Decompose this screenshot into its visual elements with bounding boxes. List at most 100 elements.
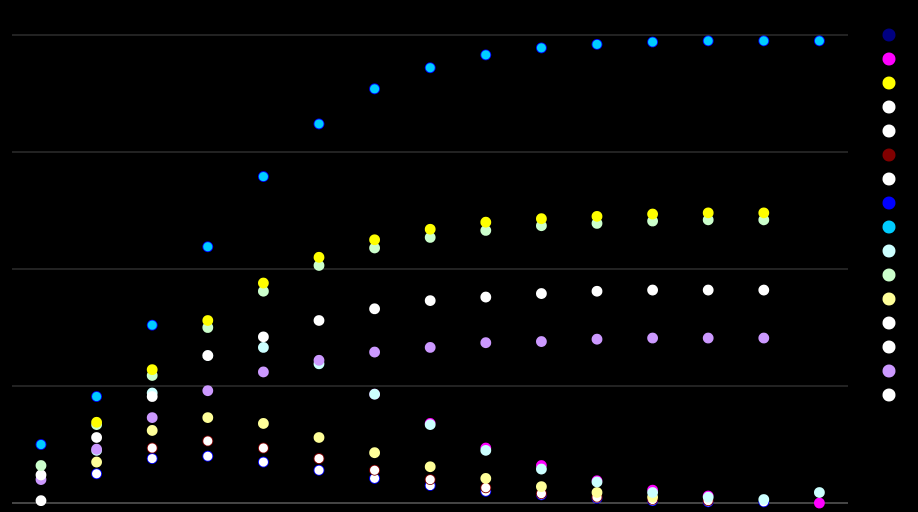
- data-point: [702, 284, 714, 296]
- data-point: [313, 354, 325, 366]
- data-point: [369, 388, 381, 400]
- data-point: [424, 461, 436, 473]
- data-point: [202, 412, 214, 423]
- data-point: [814, 487, 825, 498]
- data-point: [647, 332, 658, 344]
- data-point: [591, 38, 603, 50]
- data-point: [424, 419, 436, 431]
- legend-marker[interactable]: [882, 76, 896, 90]
- data-point: [424, 223, 436, 235]
- data-point: [702, 491, 714, 503]
- data-point: [702, 332, 714, 344]
- data-point: [369, 346, 381, 358]
- data-point: [35, 469, 47, 481]
- data-point: [257, 418, 269, 429]
- legend-marker[interactable]: [882, 52, 896, 66]
- legend-marker[interactable]: [882, 28, 896, 42]
- data-point: [480, 473, 492, 484]
- data-point: [257, 442, 269, 454]
- data-point: [35, 439, 47, 450]
- data-point: [647, 208, 658, 220]
- data-point: [814, 35, 825, 47]
- data-point: [313, 432, 325, 443]
- data-point: [758, 494, 770, 505]
- data-point: [146, 391, 158, 402]
- data-point: [146, 364, 158, 376]
- data-point: [146, 453, 158, 464]
- data-point: [647, 487, 658, 498]
- data-point: [758, 284, 770, 296]
- data-point: [480, 444, 492, 456]
- data-point: [202, 241, 214, 253]
- legend-marker[interactable]: [882, 172, 896, 186]
- data-point: [647, 284, 658, 296]
- data-point: [591, 285, 603, 297]
- data-point: [91, 432, 102, 443]
- data-point: [424, 474, 436, 486]
- legend-marker[interactable]: [882, 388, 896, 402]
- data-point: [202, 435, 214, 447]
- data-point: [424, 295, 436, 306]
- legend-marker[interactable]: [882, 316, 896, 330]
- legend-marker[interactable]: [882, 220, 896, 234]
- data-point: [91, 443, 102, 455]
- data-point: [313, 453, 325, 464]
- data-point: [536, 42, 547, 54]
- data-point: [758, 332, 770, 344]
- data-point: [591, 476, 603, 488]
- data-point: [814, 497, 825, 509]
- data-point: [35, 460, 47, 471]
- data-point: [758, 207, 770, 219]
- data-point: [369, 83, 381, 95]
- data-point: [369, 464, 381, 476]
- data-point: [313, 315, 325, 326]
- legend: [882, 28, 896, 402]
- legend-marker[interactable]: [882, 244, 896, 258]
- data-point: [536, 336, 547, 347]
- data-point: [202, 450, 214, 462]
- data-point: [424, 62, 436, 74]
- legend-marker[interactable]: [882, 148, 896, 162]
- data-point: [536, 463, 547, 475]
- data-point: [480, 291, 492, 303]
- data-point: [257, 331, 269, 343]
- data-point: [91, 456, 102, 468]
- data-point: [536, 481, 547, 493]
- data-point: [369, 303, 381, 315]
- data-point: [257, 341, 269, 353]
- data-point: [313, 251, 325, 263]
- legend-marker[interactable]: [882, 100, 896, 114]
- data-point: [202, 350, 214, 361]
- data-point: [146, 412, 158, 423]
- data-point: [257, 277, 269, 289]
- data-point: [591, 487, 603, 498]
- data-point: [257, 366, 269, 378]
- data-point: [91, 468, 102, 480]
- data-point: [257, 171, 269, 182]
- data-point: [146, 425, 158, 436]
- data-point: [702, 207, 714, 219]
- data-point: [424, 341, 436, 353]
- data-point: [758, 35, 770, 47]
- legend-marker[interactable]: [882, 364, 896, 378]
- data-point: [257, 456, 269, 468]
- data-point: [536, 288, 547, 299]
- gridlines: [12, 34, 848, 504]
- data-point: [480, 49, 492, 61]
- data-point: [146, 442, 158, 454]
- data-point: [313, 118, 325, 130]
- legend-marker[interactable]: [882, 292, 896, 306]
- data-point: [146, 319, 158, 331]
- data-point: [369, 234, 381, 246]
- data-point: [591, 333, 603, 345]
- data-point: [702, 35, 714, 47]
- legend-marker[interactable]: [882, 124, 896, 138]
- legend-marker[interactable]: [882, 340, 896, 354]
- data-point: [313, 464, 325, 476]
- legend-marker[interactable]: [882, 196, 896, 210]
- data-point: [591, 210, 603, 222]
- data-point: [35, 495, 47, 507]
- legend-marker[interactable]: [882, 268, 896, 282]
- data-point: [202, 315, 214, 326]
